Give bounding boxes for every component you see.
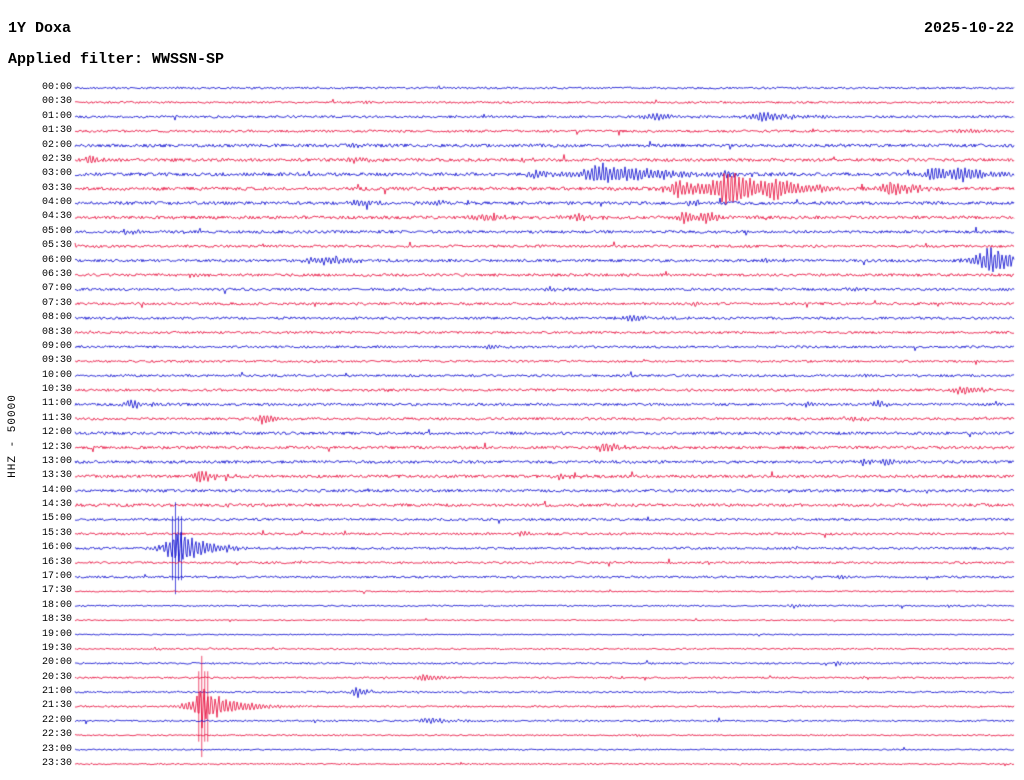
time-label: 13:00 [41, 455, 72, 467]
time-label: 15:30 [41, 527, 72, 539]
time-label: 01:30 [41, 125, 72, 137]
time-label: 21:30 [41, 700, 72, 712]
time-label: 11:30 [41, 412, 72, 424]
time-label: 05:30 [41, 240, 72, 252]
time-label: 07:00 [41, 283, 72, 295]
time-label: 17:00 [41, 571, 72, 583]
time-label: 18:00 [41, 599, 72, 611]
time-label: 14:30 [41, 499, 72, 511]
time-label: 01:00 [41, 110, 72, 122]
time-label: 12:30 [41, 441, 72, 453]
time-label: 14:00 [41, 484, 72, 496]
time-label: 16:30 [41, 556, 72, 568]
time-label: 09:00 [41, 340, 72, 352]
time-label: 20:00 [41, 657, 72, 669]
time-label: 00:00 [41, 82, 72, 93]
time-label: 12:00 [41, 427, 72, 439]
time-label: 09:30 [41, 355, 72, 367]
time-label: 04:30 [41, 211, 72, 223]
time-label: 08:30 [41, 326, 72, 338]
time-label: 21:00 [41, 686, 72, 698]
time-label: 04:00 [41, 197, 72, 209]
time-label: 13:30 [41, 470, 72, 482]
time-label: 19:30 [41, 642, 72, 654]
time-label: 19:00 [41, 628, 72, 640]
time-label: 20:30 [41, 671, 72, 683]
time-label: 08:00 [41, 312, 72, 324]
time-label: 03:30 [41, 182, 72, 194]
time-label: 23:00 [41, 743, 72, 755]
time-label: 07:30 [41, 297, 72, 309]
time-label: 10:30 [41, 384, 72, 396]
time-label: 00:30 [41, 96, 72, 108]
time-label: 11:00 [41, 398, 72, 410]
time-label: 22:30 [41, 729, 72, 741]
time-label: 03:00 [41, 168, 72, 180]
time-label: 06:30 [41, 268, 72, 280]
time-label: 23:30 [41, 758, 72, 769]
time-label: 18:30 [41, 614, 72, 626]
time-label: 10:00 [41, 369, 72, 381]
time-label: 02:30 [41, 153, 72, 165]
time-label: 06:00 [41, 254, 72, 266]
time-label: 05:00 [41, 225, 72, 237]
time-label: 02:00 [41, 139, 72, 151]
time-label: 22:00 [41, 714, 72, 726]
time-label: 15:00 [41, 513, 72, 525]
time-label: 17:30 [41, 585, 72, 597]
time-label: 16:00 [41, 542, 72, 554]
